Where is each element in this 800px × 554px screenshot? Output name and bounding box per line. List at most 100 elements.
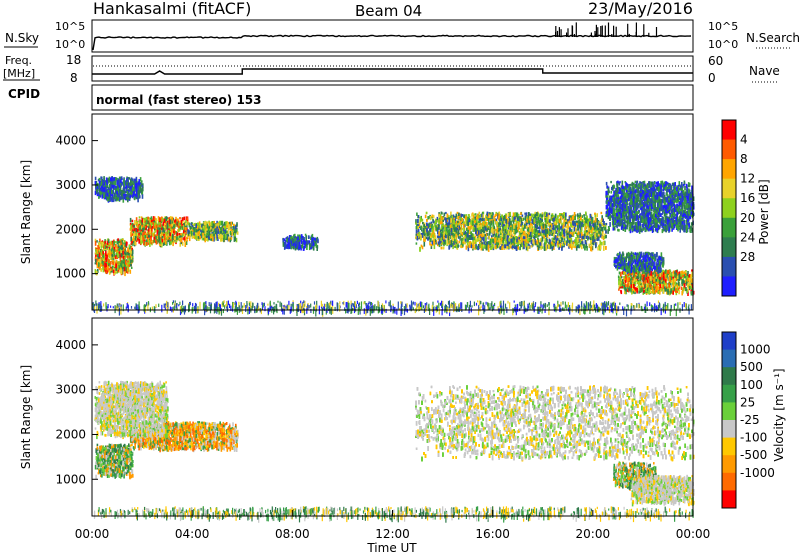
range-gate-cell — [175, 240, 178, 243]
range-gate-cell — [186, 217, 188, 221]
range-gate-cell — [147, 237, 149, 242]
range-gate-cell — [119, 186, 122, 191]
range-gate-cell — [132, 187, 134, 192]
range-gate-cell — [110, 244, 113, 250]
range-gate-cell — [136, 222, 139, 227]
range-gate-cell — [133, 225, 135, 228]
range-gate-cell — [117, 243, 120, 248]
range-gate-cell — [94, 240, 97, 246]
range-gate-cell — [507, 225, 510, 230]
range-gate-cell — [155, 240, 158, 243]
range-gate-cell — [102, 191, 105, 196]
range-gate-cell — [171, 227, 174, 231]
range-gate-cell — [113, 195, 115, 200]
range-gate-cell — [229, 221, 231, 224]
range-gate-cell — [115, 263, 117, 269]
range-gate-cell — [474, 235, 477, 238]
range-gate-cell — [522, 217, 525, 221]
range-gate-cell — [120, 260, 123, 266]
range-gate-cell — [105, 177, 108, 183]
range-gate-cell — [131, 178, 134, 182]
range-gate-cell — [204, 237, 206, 243]
range-gate-cell — [221, 220, 224, 226]
range-gate-cell — [127, 196, 129, 200]
range-gate-cell — [150, 240, 153, 245]
range-gate-cell — [151, 240, 153, 243]
range-gate-cell — [131, 219, 134, 223]
range-gate-cell — [186, 228, 188, 231]
range-gate-cell — [155, 218, 157, 222]
range-gate-cell — [97, 261, 99, 266]
range-gate-cell — [140, 187, 142, 193]
range-gate-cell — [300, 234, 303, 239]
range-gate-cell — [99, 263, 101, 267]
range-gate-cell — [197, 232, 199, 237]
range-gate-cell — [120, 250, 122, 254]
range-gate-cell — [209, 233, 212, 239]
range-gate-cell — [290, 243, 293, 247]
range-gate-cell — [120, 263, 122, 267]
range-gate-cell — [102, 183, 105, 188]
range-gate-cell — [144, 220, 146, 225]
range-gate-cell — [234, 233, 236, 237]
range-gate-cell — [98, 192, 100, 196]
range-gate-cell — [512, 228, 514, 232]
range-gate-cell — [126, 192, 129, 197]
range-gate-cell — [128, 264, 130, 267]
range-gate-cell — [220, 236, 222, 240]
range-gate-cell — [198, 235, 201, 238]
range-gate-cell — [160, 220, 163, 224]
range-gate-cell — [214, 234, 217, 239]
range-gate-cell — [282, 242, 285, 246]
range-gate-cell — [220, 227, 222, 231]
range-gate-cell — [168, 219, 171, 225]
range-gate-cell — [173, 228, 175, 232]
range-gate-cell — [116, 269, 118, 274]
range-gate-cell — [148, 219, 150, 224]
range-gate-cell — [160, 227, 163, 230]
noise-strip-frame — [91, 19, 694, 53]
nsearch-label: N.Search — [746, 31, 800, 45]
range-gate-cell — [130, 266, 133, 269]
range-gate-cell — [449, 234, 451, 239]
range-gate-cell — [148, 234, 150, 238]
range-gate-cell — [102, 260, 104, 265]
range-gate-cell — [206, 232, 208, 236]
range-gate-cell — [179, 235, 182, 238]
range-gate-cell — [130, 231, 132, 236]
range-gate-cell — [178, 235, 181, 240]
range-gate-cell — [118, 185, 120, 190]
range-gate-cell — [155, 236, 157, 241]
range-gate-cell — [186, 239, 188, 242]
range-gate-cell — [555, 230, 558, 234]
range-gate-cell — [119, 255, 122, 260]
range-gate-cell — [578, 244, 581, 249]
range-gate-cell — [557, 218, 559, 224]
range-gate-cell — [466, 219, 469, 223]
range-gate-cell — [134, 188, 136, 192]
range-gate-cell — [145, 241, 148, 246]
range-gate-cell — [162, 227, 164, 233]
range-gate-cell — [130, 178, 132, 183]
range-gate-cell — [205, 223, 208, 228]
range-gate-cell — [233, 237, 236, 242]
range-gate-cell — [160, 232, 163, 235]
range-gate-cell — [98, 188, 101, 193]
range-gate-cell — [202, 228, 205, 232]
range-gate-cell — [195, 223, 197, 229]
range-gate-cell — [203, 222, 205, 226]
range-gate-cell — [123, 254, 126, 259]
range-gate-cell — [94, 262, 97, 265]
range-gate-cell — [187, 229, 189, 234]
range-gate-cell — [129, 222, 132, 226]
range-gate-cell — [162, 237, 165, 243]
range-gate-cell — [96, 249, 99, 252]
range-gate-cell — [104, 243, 107, 247]
range-gate-cell — [574, 214, 577, 217]
range-gate-cell — [156, 230, 159, 235]
range-gate-cell — [171, 220, 174, 224]
range-gate-cell — [128, 195, 130, 200]
range-gate-cell — [131, 252, 134, 257]
range-gate-cell — [205, 235, 208, 238]
range-gate-cell — [95, 180, 98, 186]
